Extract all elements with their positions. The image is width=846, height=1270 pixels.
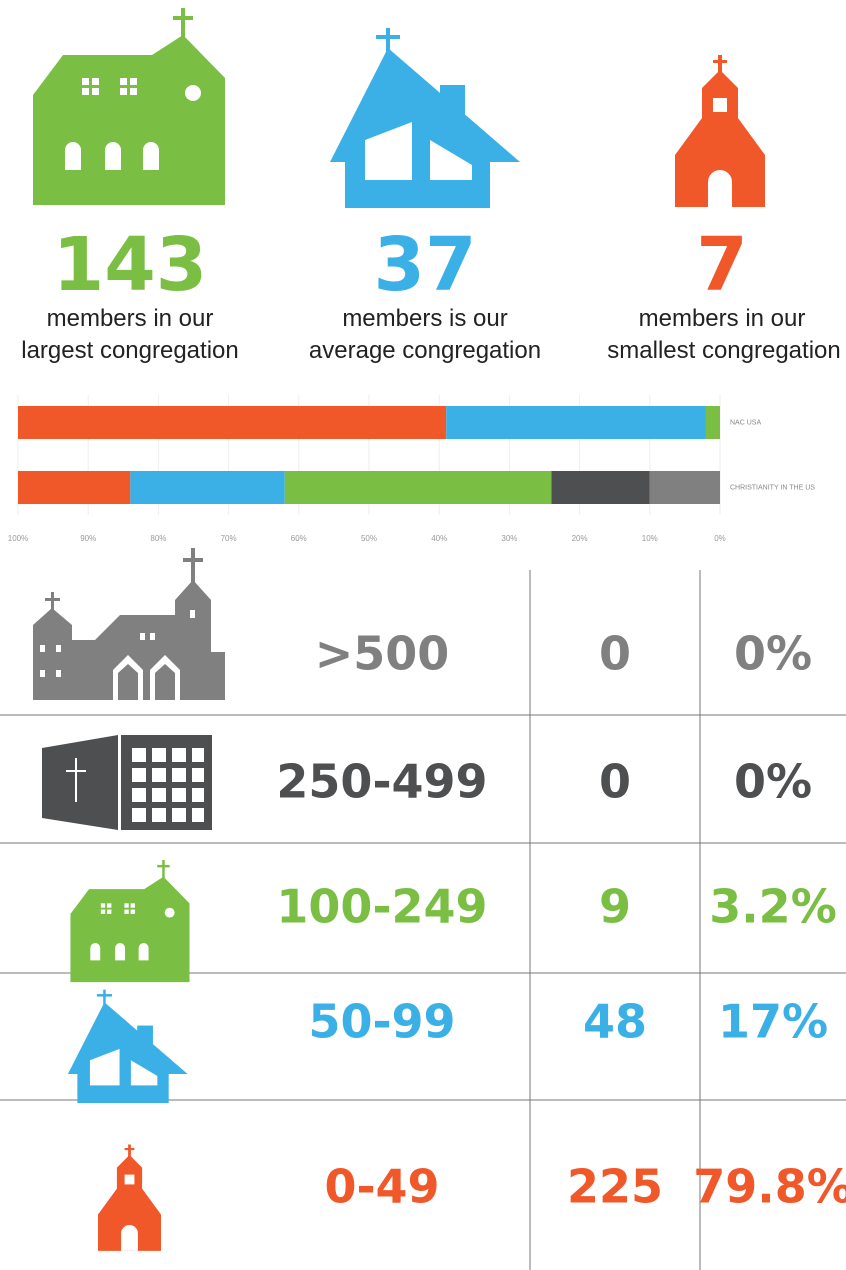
table: >500 0 0% 250-499 0 0% 100-249 9 3.2% 50-99 48 17% 0… — [276, 627, 846, 1214]
bar-segment — [130, 471, 285, 504]
stat-text: members in our — [639, 305, 806, 332]
stat-text: average congregation — [309, 337, 541, 364]
stat-text: members is our — [342, 305, 507, 332]
x-tick-label: 60% — [291, 534, 307, 543]
x-tick-label: 40% — [431, 534, 447, 543]
bar-segment — [18, 471, 131, 504]
x-tick-label: 30% — [501, 534, 517, 543]
table-cell: 9 — [599, 880, 631, 934]
stat-text: smallest congregation — [607, 337, 840, 364]
x-tick-label: 80% — [150, 534, 166, 543]
bar-segment — [284, 471, 552, 504]
table-cell: 250-499 — [276, 755, 487, 809]
stat-value: 37 — [374, 222, 477, 308]
church-icon — [33, 8, 225, 205]
table-cell: 3.2% — [709, 880, 837, 934]
table-cell: 100-249 — [276, 880, 487, 934]
x-tick-label: 100% — [8, 534, 28, 543]
x-tick-label: 50% — [361, 534, 377, 543]
stat-text: largest congregation — [21, 337, 238, 364]
x-tick-label: 20% — [572, 534, 588, 543]
category-label: CHRISTIANITY IN THE US — [730, 485, 815, 492]
table-cell: 48 — [583, 995, 647, 1049]
table-cell: >500 — [315, 627, 450, 681]
stat-text: members in our — [47, 305, 214, 332]
table-cell: 0 — [599, 627, 631, 681]
table-cell: 0% — [734, 755, 812, 809]
bar-segment — [551, 471, 650, 504]
table-cell: 79.8% — [693, 1160, 846, 1214]
cathedral-icon — [33, 548, 225, 700]
chapel-icon — [97, 1144, 161, 1251]
table-cell: 50-99 — [308, 995, 455, 1049]
bar-segment — [705, 406, 720, 439]
category-label: NAC USA — [730, 420, 761, 427]
church-icon — [70, 859, 190, 983]
chapel-icon — [675, 55, 765, 207]
x-tick-label: 10% — [642, 534, 658, 543]
bar-segment — [446, 406, 706, 439]
table-cell: 225 — [567, 1160, 663, 1214]
stat-value: 143 — [53, 222, 207, 308]
x-tick-label: 0% — [714, 534, 726, 543]
table-cell: 0% — [734, 627, 812, 681]
house-icon — [330, 28, 520, 208]
table-cell: 17% — [718, 995, 828, 1049]
stacked-bar-chart: 100% 90% 80% 70% 60% 50% 40% 30% 20% 10% 0% NAC USA… — [8, 395, 815, 543]
x-tick-label: 70% — [221, 534, 237, 543]
table-cell: 0 — [599, 755, 631, 809]
x-tick-label: 90% — [80, 534, 96, 543]
table-cell: 0-49 — [324, 1160, 439, 1214]
building-icon — [42, 735, 212, 830]
stat-value: 7 — [696, 222, 748, 308]
bar-segment — [649, 471, 720, 504]
bar-segment — [18, 406, 447, 439]
house-icon — [67, 989, 188, 1104]
